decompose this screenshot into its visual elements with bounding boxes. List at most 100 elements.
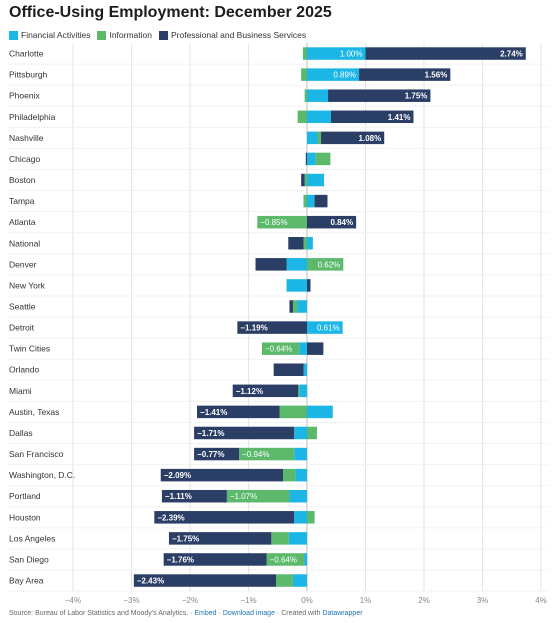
bar-information [307,258,344,271]
x-tick-label: 4% [535,596,547,605]
bar-financial-activities [307,152,316,166]
bar-professional-and-business-services [163,553,267,566]
bar-information [239,447,295,461]
bar-financial-activities [307,194,315,208]
datawrapper-link[interactable]: Datawrapper [322,610,363,617]
data-label: 0.89% [333,71,356,80]
bar-financial-activities [307,173,324,187]
bar-financial-activities [289,489,307,503]
data-label: −2.43% [137,577,164,586]
category-label: Detroit [9,323,35,333]
category-label: Tampa [9,196,35,206]
data-label: −2.39% [157,513,184,522]
category-label: Washington, D.C. [9,470,75,480]
category-label: Dallas [9,428,33,438]
bar-professional-and-business-services [359,68,451,81]
bar-financial-activities [294,426,307,440]
category-label: San Francisco [9,449,64,459]
bar-professional-and-business-services [273,363,304,376]
bar-information [304,89,307,102]
x-tick-label: −1% [240,596,256,605]
bar-financial-activities [307,131,318,145]
bar-information [261,342,300,355]
bar-financial-activities [294,511,307,524]
data-label: 1.00% [340,50,363,59]
footer-separator: · [218,610,221,617]
category-label: New York [9,280,46,290]
category-label: Miami [9,386,32,396]
x-tick-label: 3% [477,596,489,605]
bar-financial-activities [307,68,360,81]
data-label: 1.75% [405,92,428,101]
data-label: 2.74% [500,50,523,59]
embed-link[interactable]: Embed [194,610,217,617]
footer-created: · Created with [276,610,321,617]
x-tick-label: −4% [65,596,81,605]
bar-information [301,68,307,81]
data-label: −2.09% [164,471,191,480]
bar-information [307,511,315,524]
category-label: Bay Area [9,576,44,586]
bar-information [275,574,293,587]
chart-title: Office-Using Employment: December 2025 [9,4,332,21]
bar-professional-and-business-services [194,447,240,461]
category-label: Philadelphia [9,112,56,122]
bar-information [271,532,289,545]
data-label: −1.07% [230,492,257,501]
category-label: Atlanta [9,217,36,227]
legend-item-financial: Financial Activities [9,30,90,40]
bar-information [303,237,307,250]
category-label: Seattle [9,302,36,312]
category-label: San Diego [9,554,49,564]
category-label: Orlando [9,365,40,375]
data-label: −1.12% [236,387,263,396]
bar-information [297,110,307,124]
bar-financial-activities [288,532,307,545]
data-label: −1.75% [172,534,199,543]
bar-financial-activities [304,553,307,566]
bar-professional-and-business-services [314,194,328,208]
bar-financial-activities [292,574,307,587]
bar-financial-activities [307,110,331,124]
bar-financial-activities [307,89,329,102]
legend: Financial Activities Information Profess… [9,30,313,40]
category-label: Houston [9,512,41,522]
bar-information [315,152,331,166]
bar-financial-activities [307,47,366,60]
legend-swatch-professional [158,30,168,40]
bar-professional-and-business-services [168,532,272,545]
bar-professional-and-business-services [232,384,299,398]
footer-source: Source: Bureau of Labor Statistics and M… [9,610,193,617]
bar-professional-and-business-services [365,47,526,60]
bar-financial-activities [297,300,307,313]
bar-financial-activities [294,447,307,461]
download-image-link[interactable]: Download image [222,610,275,617]
legend-label-financial: Financial Activities [21,30,91,40]
x-tick-label: −3% [123,596,139,605]
category-label: Boston [9,175,36,185]
bar-financial-activities [299,384,307,398]
category-label: National [9,238,40,248]
bar-information [302,47,307,60]
category-label: Los Angeles [9,533,55,543]
bar-financial-activities [303,363,307,376]
bar-information [292,300,298,313]
bar-information [304,173,307,187]
bar-professional-and-business-services [330,110,414,124]
bar-information [257,215,307,229]
bar-professional-and-business-services [307,279,311,292]
bar-professional-and-business-services [161,489,227,503]
category-label: Twin Cities [9,344,50,354]
category-label: Pittsburgh [9,70,48,80]
x-tick-label: 1% [360,596,372,605]
data-label: −0.85% [260,218,287,227]
bar-professional-and-business-services [237,321,307,334]
data-label: −0.64% [265,345,292,354]
bar-financial-activities [286,258,307,271]
bar-professional-and-business-services [160,468,284,482]
category-label: Nashville [9,133,44,143]
legend-swatch-financial [9,30,18,40]
data-label: −1.76% [167,555,194,564]
category-label: Denver [9,259,37,269]
bar-financial-activities [286,279,307,292]
